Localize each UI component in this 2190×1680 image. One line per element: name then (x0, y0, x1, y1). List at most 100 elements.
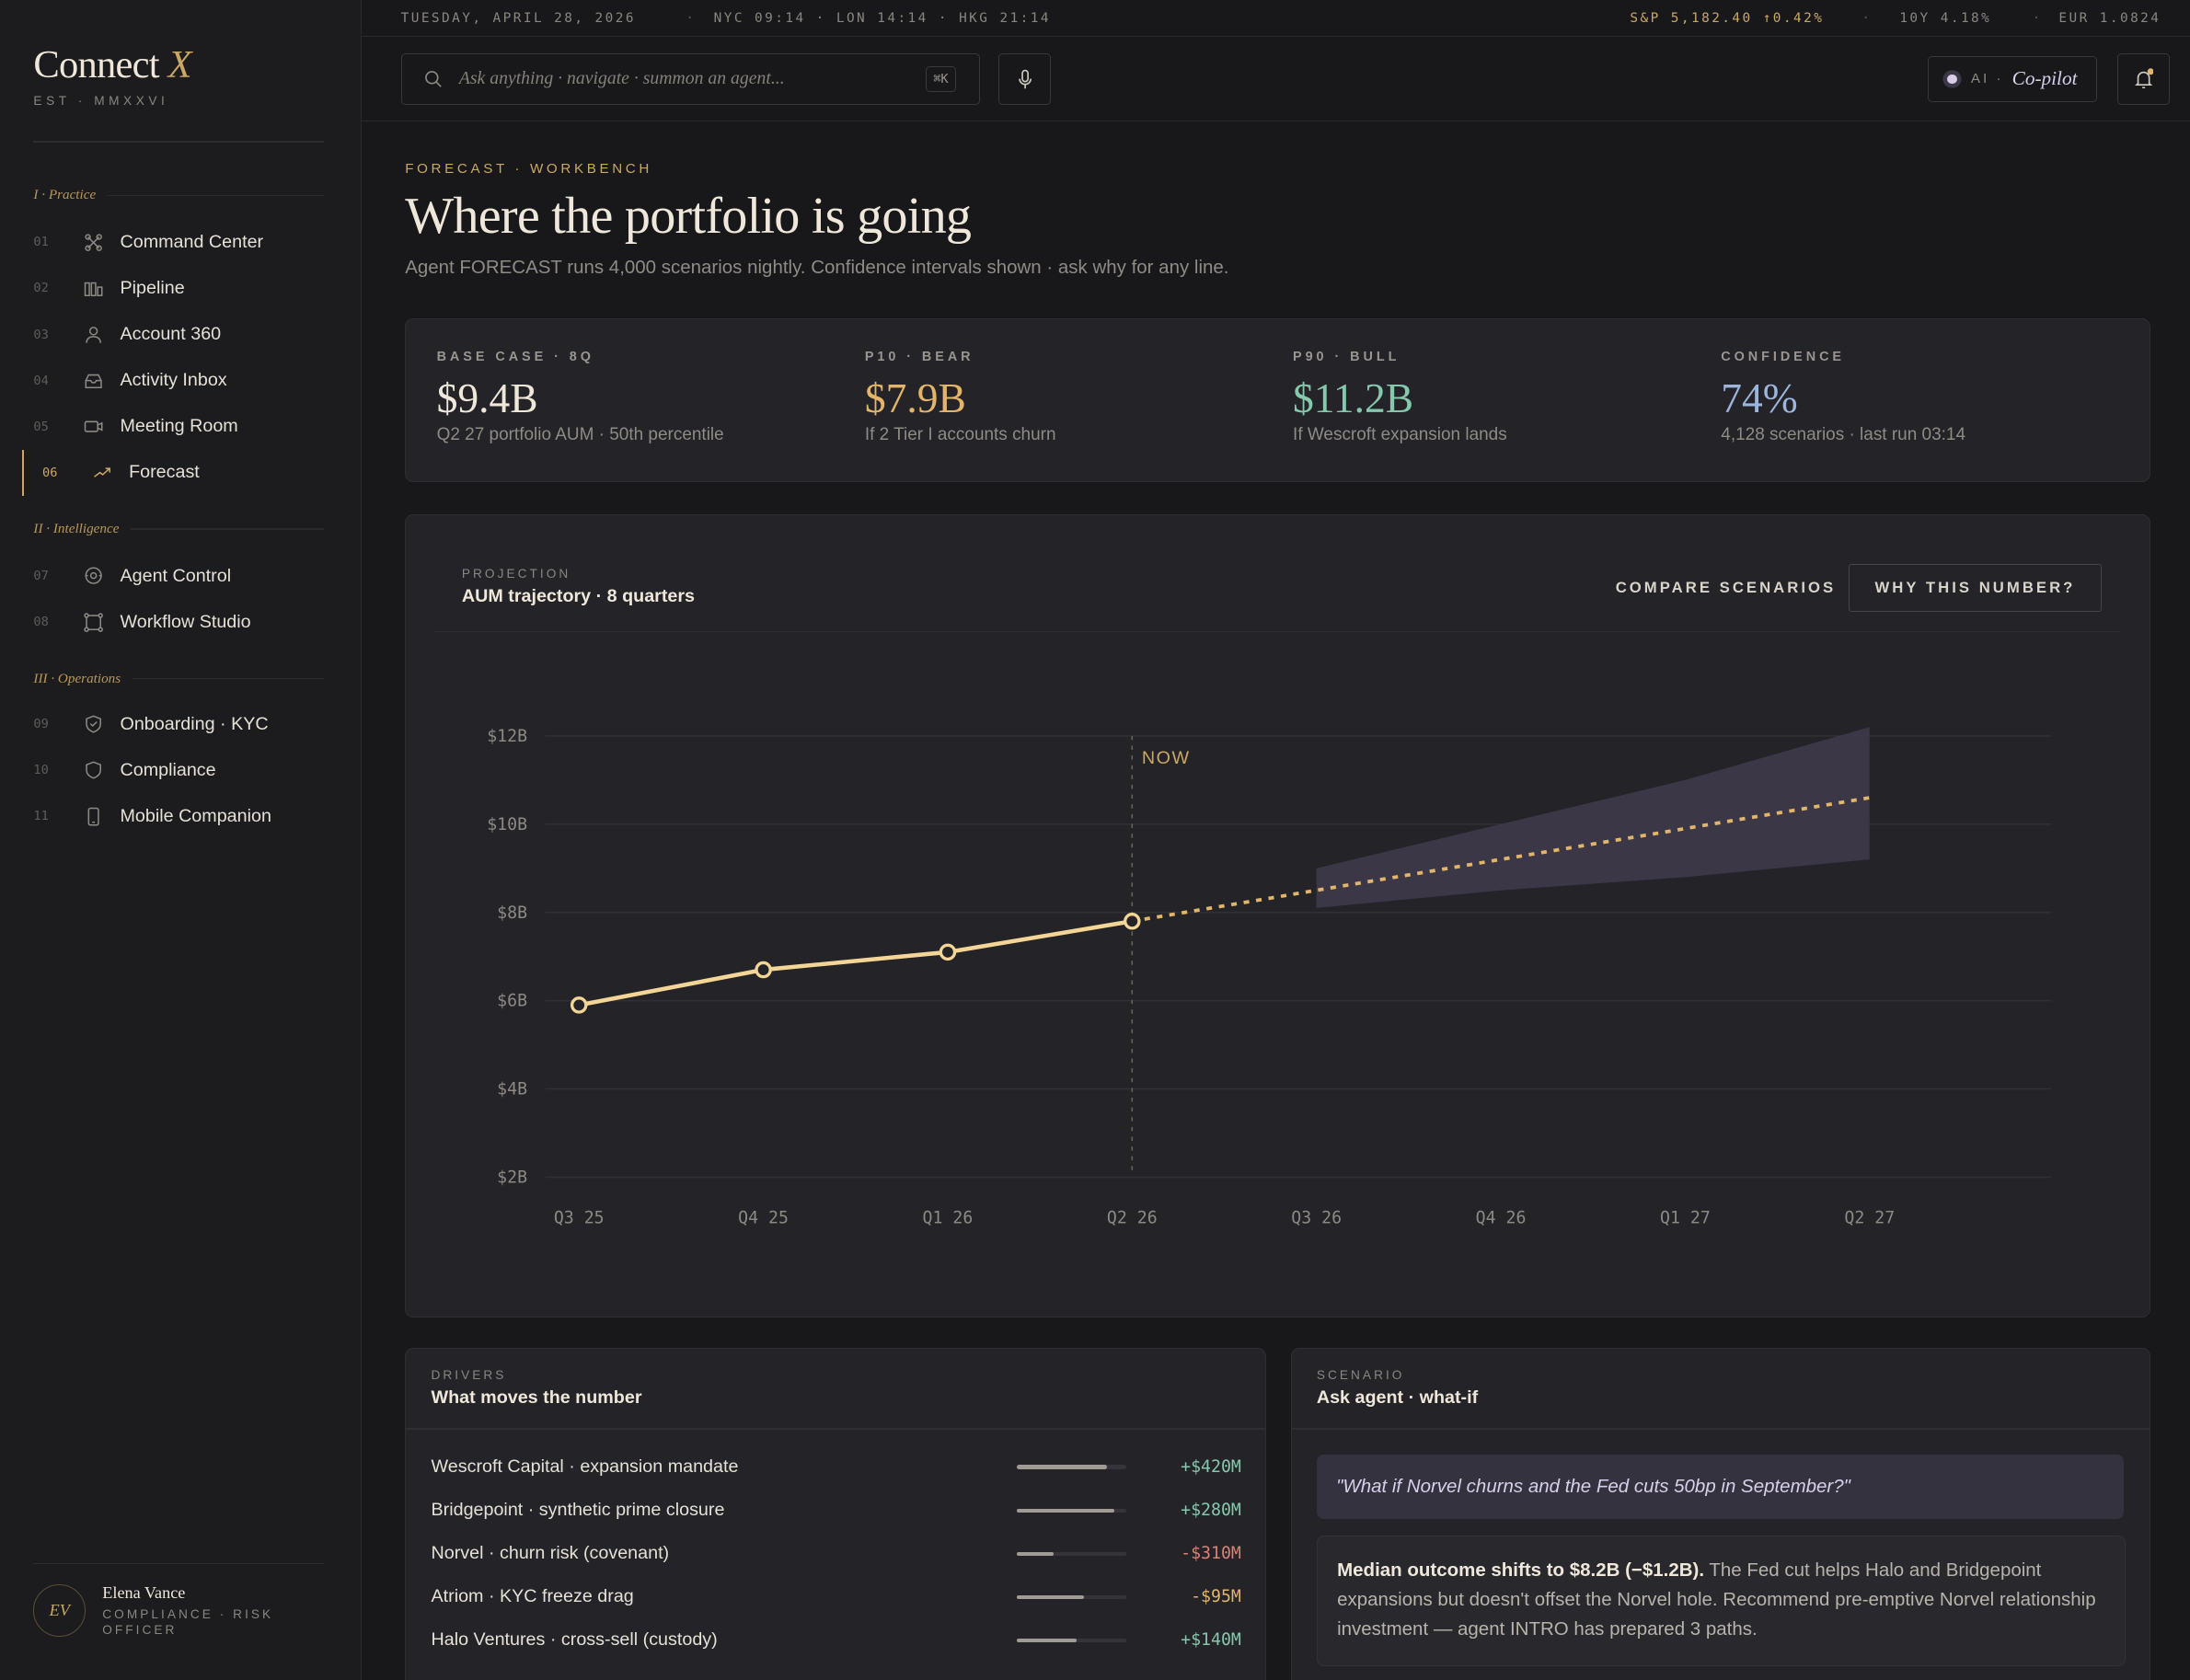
page-subtitle: Agent FORECAST runs 4,000 scenarios nigh… (405, 257, 1229, 279)
notifications-button[interactable] (2117, 52, 2170, 106)
driver-label: Norvel · churn risk (covenant) (431, 1543, 670, 1564)
sidebar-item-label: Agent Control (120, 565, 232, 586)
search-icon (425, 71, 442, 87)
y-tick-label: $8B (497, 903, 527, 922)
scenario-card: SCENARIO Ask agent · what-if "What if No… (1290, 1347, 2150, 1680)
ticker-10y: 10Y 4.18% (1899, 11, 1992, 27)
sidebar-item-forecast[interactable]: 06 Forecast (22, 449, 345, 496)
question-text: "What if Norvel churns and the Fed cuts … (1336, 1476, 1850, 1498)
sidebar-item-mobile-companion[interactable]: 11 Mobile Companion (22, 793, 343, 839)
sidebar-item-label: Compliance (120, 759, 216, 780)
driver-value: +$420M (1181, 1457, 1241, 1478)
actual-point (1124, 912, 1141, 930)
command-icon (85, 234, 102, 251)
kpi-0: BASE CASE · 8Q $9.4B Q2 27 portfolio AUM ·… (437, 350, 724, 444)
y-tick-label: $2B (497, 1168, 527, 1187)
divider (107, 194, 325, 197)
kpi-strip: BASE CASE · 8Q $9.4B Q2 27 portfolio AUM ·… (405, 318, 2150, 483)
sidebar-section-heading: II · Intelligence (33, 521, 325, 537)
answer-headline: Median outcome shifts to $8.2B (−$1.2B). (1337, 1559, 1705, 1582)
driver-value: +$140M (1181, 1630, 1241, 1651)
driver-impact-bar (1016, 1594, 1127, 1600)
x-tick-label: Q2 27 (1845, 1208, 1896, 1227)
sidebar-item-meeting-room[interactable]: 05 Meeting Room (22, 404, 343, 450)
ticker-spx: S&P 5,182.40 ↑0.42% (1630, 11, 1825, 27)
driver-impact-bar (1016, 1638, 1127, 1643)
user-profile[interactable]: EV Elena Vance COMPLIANCE · RISK OFFICER (33, 1583, 283, 1638)
bell-icon (2134, 68, 2154, 88)
ticker-clocks: NYC 09:14 · LON 14:14 · HKG 21:14 (713, 11, 1051, 27)
sidebar-item-label: Meeting Room (120, 416, 238, 437)
x-tick-label: Q4 26 (1476, 1208, 1527, 1227)
sidebar-item-pipeline[interactable]: 02 Pipeline (22, 265, 343, 311)
driver-row[interactable]: Norvel · churn risk (covenant) -$310M (432, 1540, 1241, 1568)
y-tick-label: $12B (487, 726, 527, 745)
sidebar-item-agent-control[interactable]: 07 Agent Control (22, 553, 343, 599)
compare-scenarios-button[interactable]: COMPARE SCENARIOS (1615, 579, 1837, 597)
copilot-label: Co-pilot (2011, 67, 2078, 90)
kpi-subtext: If 2 Tier I accounts churn (864, 424, 1056, 444)
kpi-subtext: 4,128 scenarios · last run 03:14 (1721, 424, 1966, 444)
avatar: EV (33, 1584, 86, 1638)
sidebar-item-label: Mobile Companion (120, 805, 271, 826)
divider (1291, 1428, 2150, 1430)
item-number: 08 (33, 615, 49, 630)
y-tick-label: $10B (487, 814, 527, 834)
sidebar-item-onboarding-kyc[interactable]: 09 Onboarding · KYC (22, 701, 343, 747)
sidebar-item-label: Pipeline (120, 277, 185, 298)
scenario-title: Ask agent · what-if (1316, 1387, 1479, 1409)
driver-row[interactable]: Wescroft Capital · expansion mandate +$42… (432, 1454, 1241, 1481)
user-role: COMPLIANCE · RISK OFFICER (102, 1606, 274, 1637)
driver-row[interactable]: Halo Ventures · cross-sell (custody) +$14… (432, 1627, 1241, 1654)
ticker-bar: TUESDAY, APRIL 28, 2026 · NYC 09:14 · LO… (362, 0, 2190, 38)
driver-value: -$95M (1191, 1587, 1241, 1607)
item-number: 04 (33, 373, 49, 388)
x-tick-label: Q4 25 (738, 1208, 789, 1227)
why-this-number-button[interactable]: WHY THIS NUMBER? (1849, 563, 2102, 613)
workflow-icon (84, 612, 103, 632)
projection-card: PROJECTION AUM trajectory · 8 quarters C… (405, 513, 2150, 1318)
sidebar: Connect X EST · MMXXVI I · Practice 01 Com… (0, 0, 362, 1680)
kpi-value: $7.9B (864, 374, 966, 421)
kpi-3: CONFIDENCE 74% 4,128 scenarios · last run … (1721, 350, 1965, 444)
driver-value: -$310M (1181, 1544, 1241, 1564)
copilot-button[interactable]: AI · Co-pilot (1927, 55, 2097, 103)
kpi-label: CONFIDENCE (1721, 350, 1845, 365)
divider (33, 141, 325, 143)
shortcut-hint: ⌘K (925, 66, 957, 92)
logo[interactable]: Connect X (33, 42, 191, 87)
sidebar-item-activity-inbox[interactable]: 04 Activity Inbox (22, 358, 343, 404)
divider (406, 1428, 1265, 1430)
sidebar-item-label: Onboarding · KYC (120, 713, 269, 734)
actual-point (571, 995, 588, 1014)
voice-button[interactable] (998, 52, 1051, 106)
video-icon (84, 420, 103, 432)
now-label: NOW (1142, 748, 1191, 768)
actual-point (755, 961, 773, 978)
driver-label: Bridgepoint · synthetic prime closure (431, 1500, 725, 1521)
scenario-question[interactable]: "What if Norvel churns and the Fed cuts … (1316, 1455, 2125, 1519)
x-tick-label: Q1 26 (923, 1208, 974, 1227)
item-number: 06 (42, 465, 58, 480)
projection-eyebrow: PROJECTION (461, 566, 571, 581)
item-number: 01 (33, 235, 49, 250)
driver-row[interactable]: Bridgepoint · synthetic prime closure +$2… (432, 1497, 1241, 1525)
ticker-date: TUESDAY, APRIL 28, 2026 (400, 11, 636, 27)
scenario-eyebrow: SCENARIO (1316, 1368, 1405, 1383)
drivers-card: DRIVERS What moves the number Wescroft C… (405, 1347, 1266, 1680)
shield-icon (86, 761, 102, 780)
search-input[interactable]: Ask anything · navigate · summon an agen… (400, 52, 980, 106)
kpi-value: $11.2B (1293, 374, 1414, 421)
kpi-label: BASE CASE · 8Q (436, 350, 594, 365)
item-number: 02 (33, 281, 49, 296)
sidebar-item-compliance[interactable]: 10 Compliance (22, 747, 343, 793)
sidebar-item-command-center[interactable]: 01 Command Center (22, 219, 343, 265)
x-tick-label: Q3 25 (554, 1208, 605, 1227)
sidebar-item-workflow-studio[interactable]: 08 Workflow Studio (22, 599, 343, 645)
driver-row[interactable]: Atriom · KYC freeze drag -$95M (432, 1583, 1241, 1611)
sidebar-item-account-360[interactable]: 03 Account 360 (22, 311, 343, 357)
shield-check-icon (86, 715, 102, 733)
drivers-title: What moves the number (431, 1387, 642, 1409)
projection-title: AUM trajectory · 8 quarters (461, 585, 696, 606)
driver-impact-bar (1016, 1508, 1127, 1513)
